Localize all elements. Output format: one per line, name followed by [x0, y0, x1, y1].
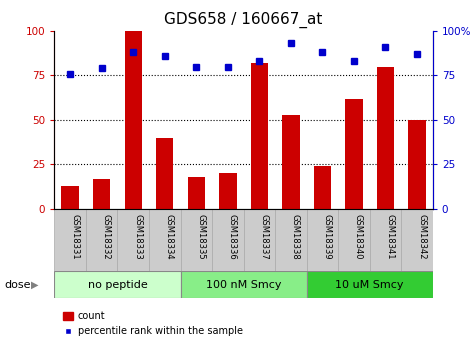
Text: GSM18333: GSM18333 — [133, 214, 142, 259]
Bar — [54, 271, 181, 298]
Bar — [338, 209, 370, 271]
Bar — [307, 271, 433, 298]
Text: GSM18342: GSM18342 — [417, 214, 426, 259]
Text: GSM18334: GSM18334 — [165, 214, 174, 259]
Bar — [188, 177, 205, 209]
Bar — [307, 209, 338, 271]
Bar — [244, 209, 275, 271]
Bar — [345, 99, 363, 209]
Text: GSM18335: GSM18335 — [196, 214, 205, 259]
Legend: count, percentile rank within the sample: count, percentile rank within the sample — [59, 307, 246, 340]
Text: GSM18340: GSM18340 — [354, 214, 363, 259]
Bar — [282, 115, 299, 209]
Bar — [219, 173, 236, 209]
Text: 10 uM Smcy: 10 uM Smcy — [335, 280, 404, 289]
Bar — [117, 209, 149, 271]
Text: GSM18331: GSM18331 — [70, 214, 79, 259]
Bar — [93, 178, 110, 209]
Bar — [314, 166, 331, 209]
Text: GSM18336: GSM18336 — [228, 214, 237, 259]
Bar — [401, 209, 433, 271]
Bar — [181, 271, 307, 298]
Bar — [54, 209, 86, 271]
Text: no peptide: no peptide — [88, 280, 147, 289]
Title: GDS658 / 160667_at: GDS658 / 160667_at — [165, 12, 323, 28]
Bar — [61, 186, 79, 209]
Text: GSM18341: GSM18341 — [385, 214, 394, 259]
Text: dose: dose — [5, 280, 31, 289]
Bar — [377, 67, 394, 209]
Text: GSM18337: GSM18337 — [259, 214, 268, 259]
Bar — [408, 120, 426, 209]
Text: GSM18338: GSM18338 — [291, 214, 300, 259]
Bar — [86, 209, 117, 271]
Bar — [181, 209, 212, 271]
Text: ▶: ▶ — [31, 280, 38, 289]
Bar — [124, 31, 142, 209]
Text: 100 nM Smcy: 100 nM Smcy — [206, 280, 281, 289]
Bar — [251, 63, 268, 209]
Bar — [149, 209, 181, 271]
Bar — [212, 209, 244, 271]
Bar — [370, 209, 401, 271]
Bar — [156, 138, 174, 209]
Text: GSM18332: GSM18332 — [102, 214, 111, 259]
Bar — [275, 209, 307, 271]
Text: GSM18339: GSM18339 — [323, 214, 332, 259]
